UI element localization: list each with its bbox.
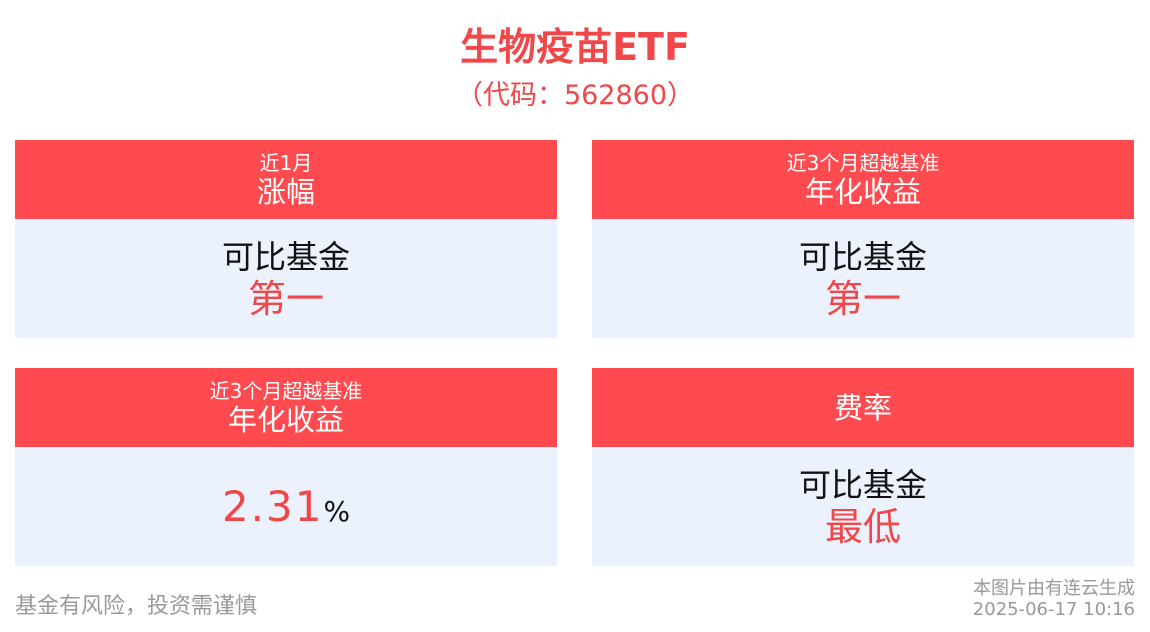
label-main: 费率 xyxy=(833,390,892,425)
footer-source: 本图片由有连云生成 2025-06-17 10:16 xyxy=(973,578,1135,620)
label-top: 近3个月超越基准 xyxy=(786,150,940,175)
line1: 可比基金 xyxy=(221,237,350,276)
subtitle: （代码：562860） xyxy=(455,80,695,111)
label-top: 近1月 xyxy=(259,150,313,175)
line2: 第一 xyxy=(824,276,901,321)
label-main: 年化收益 xyxy=(804,174,921,209)
card: 近3个月超越基准 年化收益 2.31% xyxy=(15,368,557,566)
line2: 最低 xyxy=(824,504,901,549)
title: 生物疫苗ETF xyxy=(460,25,690,69)
line2: 第一 xyxy=(247,276,324,321)
line1: 可比基金 xyxy=(798,465,927,504)
value: 2.31 xyxy=(221,482,324,531)
card: 近3个月超越基准 年化收益 可比基金 第一 xyxy=(592,140,1134,338)
disclaimer: 基金有风险，投资需谨慎 xyxy=(15,594,258,619)
card-header: 近3个月超越基准 年化收益 xyxy=(592,140,1134,219)
card-header: 近1月 涨幅 xyxy=(15,140,557,219)
card: 费率 可比基金 最低 xyxy=(592,368,1134,566)
label-top: 近3个月超越基准 xyxy=(209,378,363,403)
line1: 可比基金 xyxy=(798,237,927,276)
timestamp: 2025-06-17 10:16 xyxy=(972,599,1135,620)
card-body: 可比基金 最低 xyxy=(592,447,1134,566)
label-main: 年化收益 xyxy=(227,402,344,437)
card-body: 可比基金 第一 xyxy=(15,219,557,338)
card-header: 费率 xyxy=(592,368,1134,447)
value-line: 2.31% xyxy=(222,482,350,531)
label-main: 涨幅 xyxy=(256,174,315,209)
card: 近1月 涨幅 可比基金 第一 xyxy=(15,140,557,338)
unit: % xyxy=(323,495,351,528)
card-header: 近3个月超越基准 年化收益 xyxy=(15,368,557,447)
source: 本图片由有连云生成 xyxy=(973,578,1135,599)
card-body: 可比基金 第一 xyxy=(592,219,1134,338)
card-body: 2.31% xyxy=(15,447,557,566)
